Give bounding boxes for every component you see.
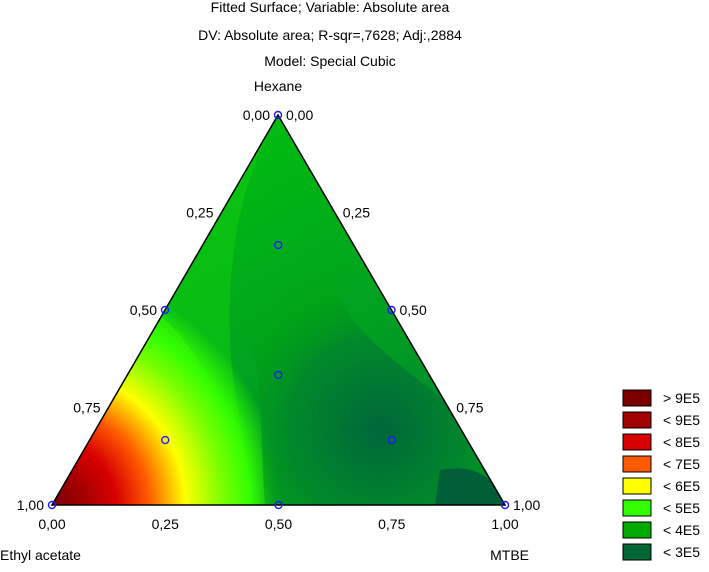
legend-swatch [622, 455, 652, 473]
vertex-label-hexane: Hexane [254, 78, 302, 94]
legend-swatch [622, 543, 652, 561]
legend-swatch [622, 433, 652, 451]
design-points [47, 110, 510, 510]
tick-label-right: 0,25 [343, 205, 370, 221]
design-point [273, 110, 283, 120]
legend-label: < 5E5 [663, 500, 700, 516]
tick-label-right: 1,00 [513, 497, 540, 513]
title-line-2: DV: Absolute area; R-sqr=,7628; Adj:,288… [198, 27, 462, 43]
tick-label-bottom: 0,50 [265, 516, 292, 532]
tick-label-bottom: 0,25 [152, 516, 179, 532]
contour-band-darkest [435, 468, 505, 505]
contour-band-dark [237, 247, 505, 505]
legend-label: < 8E5 [663, 434, 700, 450]
design-point [160, 305, 170, 315]
legend-label: < 6E5 [663, 478, 700, 494]
design-point [387, 305, 396, 315]
tick-label-left: 1,00 [17, 497, 44, 513]
tick-label-bottom: 1,00 [491, 516, 518, 532]
tick-label-left: 0,25 [186, 205, 213, 221]
title-line-1: Fitted Surface; Variable: Absolute area [211, 0, 450, 15]
triangle-frame [50, 113, 507, 506]
legend-swatch [622, 411, 652, 429]
tick-label-left: 0,75 [73, 400, 100, 416]
design-point [274, 500, 283, 510]
tick-label-bottom: 0,00 [38, 516, 65, 532]
vertex-label-mtbe: MTBE [490, 547, 529, 563]
legend-label: < 3E5 [663, 544, 700, 560]
title-line-3: Model: Special Cubic [264, 53, 396, 69]
legend: > 9E5 < 9E5 < 8E5 < 7E5 < 6E5 < 5E5 < 4E5 < 3E5 [622, 389, 700, 561]
legend-label: < 4E5 [663, 522, 700, 538]
legend-label: < 9E5 [663, 412, 700, 428]
tick-label-left: 0,00 [243, 107, 270, 123]
contour-surface [52, 115, 505, 505]
legend-swatch [622, 499, 652, 517]
legend-swatch [622, 389, 652, 407]
design-point [274, 370, 283, 380]
tick-label-right: 0,50 [400, 302, 427, 318]
tick-label-right: 0,00 [286, 107, 313, 123]
tick-label-bottom: 0,75 [378, 516, 405, 532]
design-point [500, 500, 510, 510]
legend-swatch [622, 477, 652, 495]
design-point [273, 240, 283, 250]
tick-labels: 0,00 0,00 1,00 0,25 0,25 0,75 0,50 0,50 0,50 0,75… [17, 107, 541, 532]
vertex-labels: Hexane Ethyl acetate MTBE [0, 78, 529, 563]
tick-label-right: 0,75 [456, 400, 483, 416]
title-block: Fitted Surface; Variable: Absolute area … [198, 0, 462, 69]
design-point [387, 435, 396, 445]
design-point [160, 435, 170, 445]
legend-swatch [622, 521, 652, 539]
legend-label: < 7E5 [663, 456, 700, 472]
vertex-label-ethyl-acetate: Ethyl acetate [0, 547, 81, 563]
design-point [47, 500, 57, 510]
legend-label: > 9E5 [663, 390, 700, 406]
tick-label-left: 0,50 [130, 302, 157, 318]
